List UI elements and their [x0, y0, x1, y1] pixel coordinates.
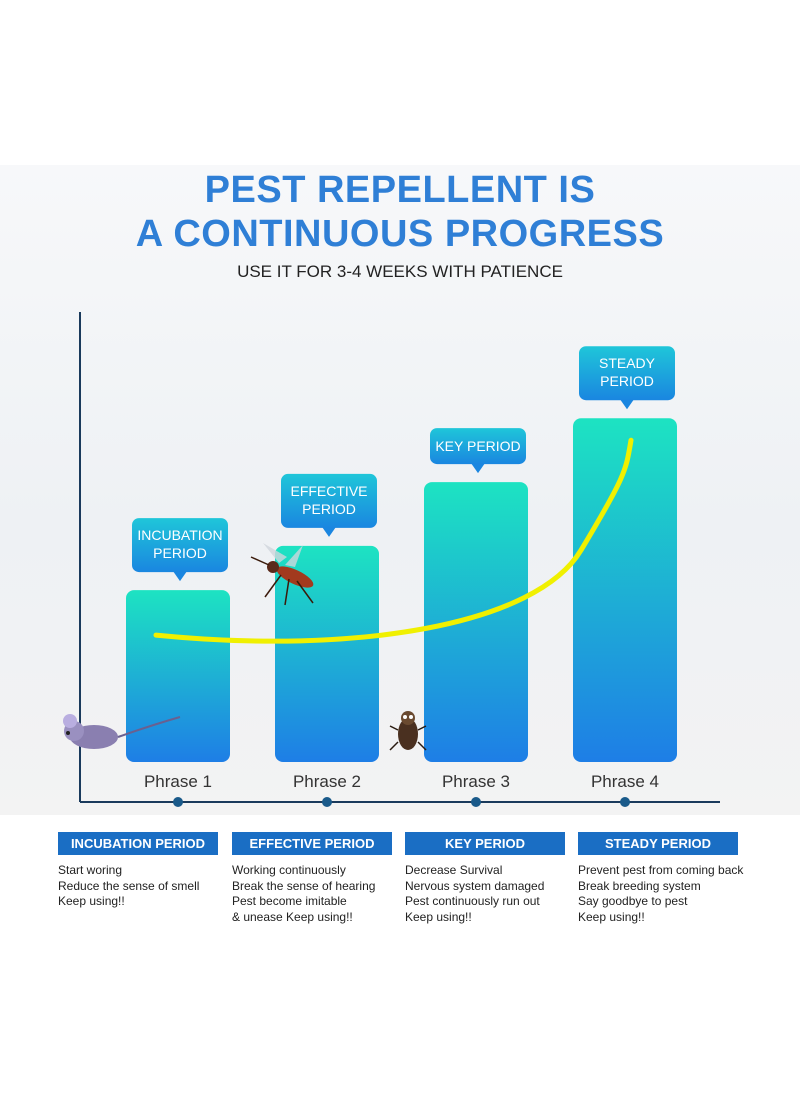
bar-label-2: EFFECTIVE PERIOD	[281, 473, 377, 537]
title-line-1: PEST REPELLENT IS	[204, 169, 596, 211]
bar-3	[424, 482, 528, 762]
info-line: Keep using!!	[578, 909, 645, 924]
info-line: Decrease Survival	[405, 863, 503, 877]
chart: INCUBATION PERIOD EFFECTIVE PERIOD KEY PERIO…	[63, 312, 720, 807]
cockroach-icon	[389, 711, 427, 751]
info-header: STEADY PERIOD	[578, 832, 738, 855]
info-line: & unease Keep using!!	[232, 909, 353, 924]
mouse-icon	[63, 714, 181, 749]
info-line: Reduce the sense of smell	[58, 878, 200, 893]
info-line: Working continuously	[232, 863, 346, 877]
info-line: Keep using!!	[58, 894, 125, 908]
bar-1	[126, 590, 230, 762]
bar-label-1: INCUBATION PERIOD	[132, 518, 228, 582]
info-column-2: EFFECTIVE PERIOD Working continuously Brea…	[232, 832, 392, 925]
axis-dot	[620, 797, 630, 807]
info-header: EFFECTIVE PERIOD	[232, 832, 392, 855]
info-line: Nervous system damaged	[405, 878, 545, 893]
info-line: Start woring	[58, 863, 123, 877]
bar-label-line: PERIOD	[600, 373, 654, 389]
axis-dot	[173, 797, 183, 807]
bar-2	[275, 545, 379, 762]
info-column-4: STEADY PERIOD Prevent pest from coming ba…	[578, 832, 744, 925]
info-line: Pest become imitable	[232, 894, 347, 908]
bar-label-line: PERIOD	[153, 545, 207, 561]
axis-dot	[322, 797, 332, 807]
title-line-2: A CONTINUOUS PROGRESS	[135, 213, 665, 255]
bar-label-4: STEADY PERIOD	[579, 346, 675, 410]
info-line: Break the sense of hearing	[232, 878, 376, 893]
info-line: Keep using!!	[405, 909, 472, 924]
category-label-4: Phrase 4	[591, 772, 659, 791]
subtitle: USE IT FOR 3-4 WEEKS WITH PATIENCE	[237, 262, 563, 281]
bar-label-line: INCUBATION	[137, 527, 222, 543]
bar-label-line: PERIOD	[302, 501, 356, 517]
mosquito-icon	[250, 543, 314, 606]
axis-dot	[471, 797, 481, 807]
category-label-3: Phrase 3	[442, 772, 510, 791]
bar-label-line: EFFECTIVE	[290, 483, 367, 499]
info-header: KEY PERIOD	[405, 832, 565, 855]
info-line: Pest continuously run out	[405, 894, 540, 908]
trend-curve	[153, 437, 634, 644]
bar-label-line: STEADY	[599, 355, 656, 371]
info-line: Say goodbye to pest	[578, 894, 688, 908]
info-header: INCUBATION PERIOD	[58, 832, 218, 855]
category-label-1: Phrase 1	[144, 772, 212, 791]
bar-label-line: KEY PERIOD	[435, 438, 520, 454]
info-column-1: INCUBATION PERIOD Start woring Reduce the …	[58, 832, 218, 910]
bar-label-3: KEY PERIOD	[430, 428, 526, 474]
info-column-3: KEY PERIOD Decrease Survival Nervous syste…	[405, 832, 565, 925]
category-label-2: Phrase 2	[293, 772, 361, 791]
info-line: Break breeding system	[578, 878, 701, 893]
info-line: Prevent pest from coming back	[578, 863, 744, 877]
bar-4	[573, 418, 677, 762]
